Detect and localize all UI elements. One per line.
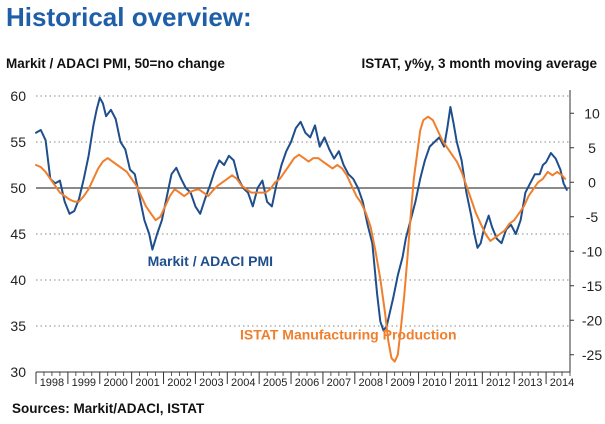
series-label: ISTAT Manufacturing Production — [240, 327, 456, 343]
right-tick-label: -20 — [582, 312, 602, 328]
x-tick-label: 2010 — [422, 377, 446, 389]
series-line — [35, 96, 568, 332]
left-tick-label: 45 — [10, 226, 26, 242]
right-tick-label: -25 — [582, 347, 602, 363]
left-tick-label: 30 — [10, 364, 26, 380]
x-tick-label: 2009 — [390, 377, 414, 389]
x-tick-label: 1998 — [40, 377, 64, 389]
left-axis-title: Markit / ADACI PMI, 50=no change — [6, 56, 225, 71]
right-tick-label: -10 — [582, 243, 602, 259]
left-tick-label: 60 — [10, 88, 26, 104]
right-tick-label: -5 — [586, 209, 599, 225]
x-tick-label: 2013 — [518, 377, 542, 389]
x-tick-label: 2014 — [550, 377, 574, 389]
left-tick-label: 35 — [10, 318, 26, 334]
x-tick-label: 2000 — [103, 377, 127, 389]
left-tick-label: 50 — [10, 180, 26, 196]
left-tick-label: 55 — [10, 134, 26, 150]
x-tick-label: 2005 — [263, 377, 287, 389]
x-tick-label: 2004 — [231, 377, 255, 389]
x-tick-label: 2006 — [295, 377, 319, 389]
x-tick-label: 2003 — [199, 377, 223, 389]
chart-title: Historical overview: — [6, 2, 252, 32]
x-tick-label: 2008 — [359, 377, 383, 389]
x-tick-label: 1999 — [72, 377, 96, 389]
series-label: Markit / ADACI PMI — [148, 253, 274, 269]
right-tick-label: 0 — [588, 174, 596, 190]
right-axis-title: ISTAT, y%y, 3 month moving average — [361, 56, 597, 71]
x-tick-label: 2011 — [455, 377, 479, 389]
right-tick-label: 5 — [588, 140, 596, 156]
right-tick-label: -15 — [582, 278, 602, 294]
x-tick-label: 2002 — [167, 377, 191, 389]
series-line — [35, 115, 567, 363]
x-tick-label: 2007 — [327, 377, 351, 389]
right-tick-label: 10 — [584, 105, 600, 121]
left-tick-label: 40 — [10, 272, 26, 288]
x-tick-label: 2001 — [135, 377, 159, 389]
x-tick-label: 2012 — [486, 377, 510, 389]
source-note: Sources: Markit/ADACI, ISTAT — [12, 401, 205, 416]
